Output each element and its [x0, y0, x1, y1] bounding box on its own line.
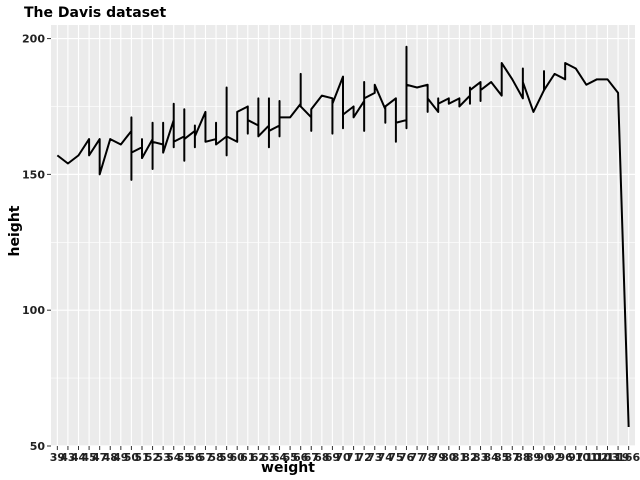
- x-tick-label: 49: [113, 451, 128, 464]
- x-tick-label: 62: [251, 451, 266, 464]
- y-tick-label: 200: [22, 33, 45, 46]
- grid-lines: [51, 25, 635, 447]
- x-tick-label: 85: [494, 451, 509, 464]
- x-tick-label: 90: [536, 451, 552, 464]
- y-tick-label: 50: [30, 440, 46, 453]
- x-tick-label: 72: [357, 451, 372, 464]
- x-tick-label: 61: [240, 451, 255, 464]
- series-layer: [56, 45, 630, 428]
- x-tick-label: 70: [335, 451, 351, 464]
- x-tick-label: 87: [505, 451, 520, 464]
- x-tick-label: 97: [568, 451, 583, 464]
- x-tick-label: 83: [473, 451, 488, 464]
- x-tick-label: 54: [166, 451, 182, 464]
- x-tick-label: 51: [134, 451, 149, 464]
- x-tick-label: 101: [575, 451, 598, 464]
- y-axis: 50 100 150 200: [22, 33, 51, 453]
- x-tick-label: 53: [155, 451, 170, 464]
- x-tick-label: 39: [50, 451, 65, 464]
- x-tick-label: 48: [103, 451, 118, 464]
- x-tick-label: 92: [547, 451, 562, 464]
- x-tick-label: 81: [452, 451, 467, 464]
- x-tick-label: 77: [409, 451, 424, 464]
- x-tick-label: 69: [325, 451, 340, 464]
- chart-title: The Davis dataset: [24, 5, 167, 21]
- x-tick-label: 55: [177, 451, 192, 464]
- x-tick-label: 79: [431, 451, 446, 464]
- x-tick-label: 56: [187, 451, 203, 464]
- x-tick-label: 166: [617, 451, 640, 464]
- x-tick-label: 43: [60, 451, 75, 464]
- x-tick-label: 75: [388, 451, 403, 464]
- x-tick-label: 44: [71, 451, 87, 464]
- x-tick-label: 65: [282, 451, 297, 464]
- x-tick-label: 84: [483, 451, 499, 464]
- x-tick-label: 47: [92, 451, 107, 464]
- x-tick-label: 66: [293, 451, 309, 464]
- y-tick-label: 100: [22, 304, 45, 317]
- x-tick-label: 60: [230, 451, 246, 464]
- x-tick-label: 71: [346, 451, 361, 464]
- x-tick-label: 52: [145, 451, 160, 464]
- x-tick-label: 50: [124, 451, 140, 464]
- x-tick-label: 63: [261, 451, 276, 464]
- x-tick-label: 45: [81, 451, 96, 464]
- x-tick-label: 78: [420, 451, 435, 464]
- x-tick-label: 58: [208, 451, 223, 464]
- series-line: [56, 45, 630, 428]
- x-axis-title: weight: [261, 460, 315, 476]
- x-tick-label: 57: [198, 451, 213, 464]
- x-tick-label: 82: [462, 451, 477, 464]
- x-tick-label: 67: [304, 451, 319, 464]
- x-tick-label: 76: [399, 451, 415, 464]
- x-tick-label: 68: [314, 451, 329, 464]
- x-tick-label: 64: [272, 451, 288, 464]
- x-tick-label: 59: [219, 451, 234, 464]
- x-tick-label: 80: [441, 451, 457, 464]
- x-tick-label: 89: [526, 451, 541, 464]
- x-tick-label: 102: [585, 451, 608, 464]
- y-tick-label: 150: [22, 168, 45, 181]
- x-tick-label: 96: [558, 451, 574, 464]
- x-tick-label: 74: [378, 451, 394, 464]
- y-axis-title: height: [7, 205, 23, 256]
- x-tick-label: 88: [515, 451, 530, 464]
- x-axis: 3943444547484950515253545556575859606162…: [50, 446, 640, 464]
- x-tick-label: 73: [367, 451, 382, 464]
- x-tick-label: 103: [596, 451, 619, 464]
- x-tick-label: 119: [607, 451, 630, 464]
